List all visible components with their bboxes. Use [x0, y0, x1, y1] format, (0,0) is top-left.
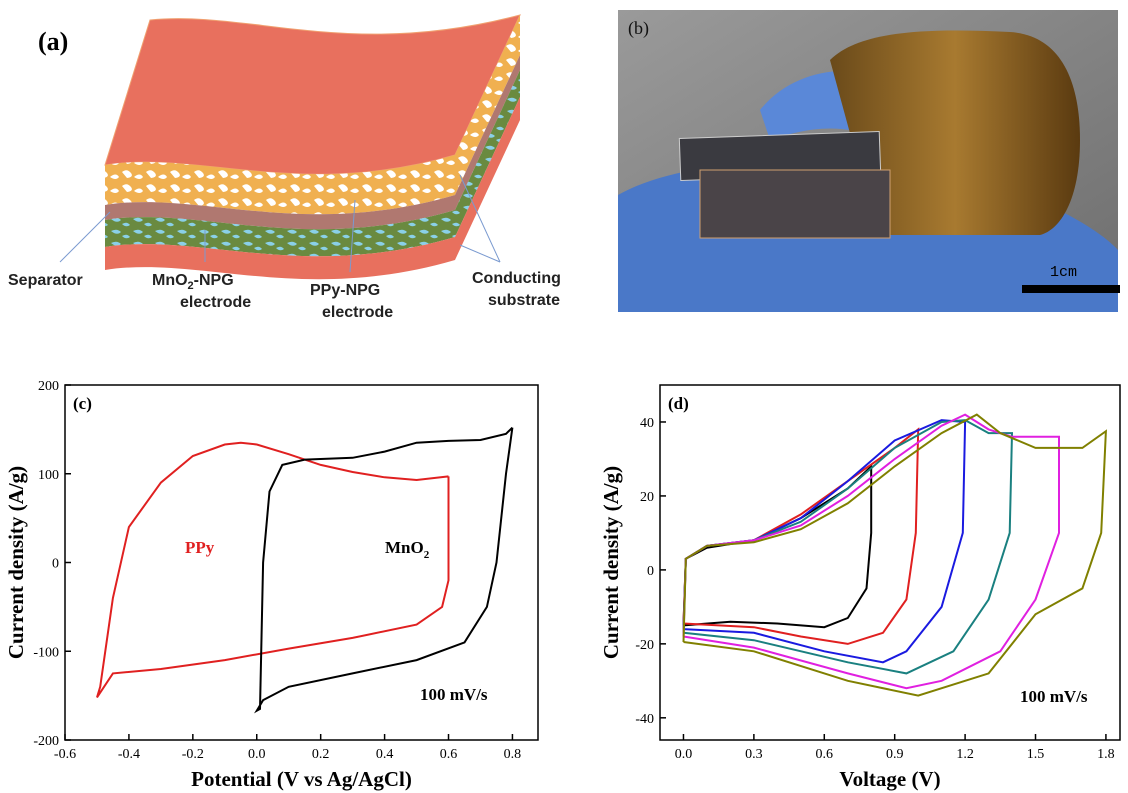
label-part: MnO	[152, 272, 188, 289]
label-ppy-line2: electrode	[322, 304, 393, 321]
x-tick-label: 0.6	[816, 747, 834, 762]
chart: 0.0 0.3 0.6 0.9 1.2 1.5 1.8 -40 -20 0 20 40 Voltage …	[599, 385, 1120, 791]
scale-label: 1cm	[1050, 264, 1077, 281]
cv-curve	[684, 466, 872, 627]
panel-label: (a)	[38, 27, 68, 56]
x-axis-label: Voltage (V)	[839, 767, 940, 791]
y-tick-label: -200	[33, 734, 59, 749]
x-tick-label: 0.4	[376, 747, 394, 762]
panel-label: (b)	[628, 18, 649, 39]
electrode-bottom	[700, 170, 890, 238]
annotation: 100 mV/s	[420, 685, 488, 704]
y-tick-label: -40	[635, 712, 654, 727]
label-part: -NPG	[194, 272, 234, 289]
label-separator: Separator	[8, 272, 83, 289]
y-tick-label: 40	[640, 416, 654, 431]
panel-label: (d)	[668, 394, 689, 413]
cv-curve	[684, 420, 1013, 673]
label-mno2-line2: electrode	[180, 294, 251, 311]
chart: -0.6 -0.4 -0.2 0.0 0.2 0.4 0.6 0.8 -200 -100 0 100 2…	[4, 379, 538, 791]
label-substrate: Conducting	[472, 270, 561, 287]
panel-b: 1cm (b)	[618, 10, 1120, 312]
annotation-part: MnO	[385, 538, 424, 557]
x-tick-label: 0.3	[745, 747, 763, 762]
x-axis-label: Potential (V vs Ag/AgCl)	[191, 767, 412, 791]
x-tick-label: 0.0	[675, 747, 693, 762]
x-tick-label: 0.8	[504, 747, 522, 762]
y-tick-label: 100	[38, 468, 59, 483]
x-tick-label: 0.0	[248, 747, 266, 762]
annotation: PPy	[185, 538, 215, 557]
x-tick-label: -0.2	[182, 747, 204, 762]
y-axis-label: Current density (A/g)	[599, 466, 623, 659]
cv-curve	[97, 443, 449, 698]
annotation: MnO2	[385, 538, 430, 561]
x-tick-label: 0.9	[886, 747, 904, 762]
x-tick-label: -0.4	[118, 747, 140, 762]
x-tick-label: 1.8	[1097, 747, 1115, 762]
label-mno2: MnO2-NPG	[152, 272, 234, 292]
annotation: 100 mV/s	[1020, 687, 1088, 706]
label-ppy: PPy-NPG	[310, 282, 380, 299]
y-tick-label: 0	[647, 564, 654, 579]
x-tick-label: 1.5	[1027, 747, 1045, 762]
x-tick-label: 0.6	[440, 747, 458, 762]
panel-a: (a) Separator MnO2-NPG electrode PPy-NPG…	[8, 15, 561, 321]
cv-curve	[257, 428, 513, 711]
figure: (a) Separator MnO2-NPG electrode PPy-NPG…	[0, 0, 1128, 793]
y-tick-label: 0	[52, 557, 59, 572]
x-tick-label: -0.6	[54, 747, 76, 762]
y-tick-label: -20	[635, 638, 654, 653]
cv-curve	[684, 415, 1106, 696]
x-tick-label: 1.2	[956, 747, 974, 762]
cv-curve	[684, 415, 1060, 689]
cv-curve	[684, 429, 919, 644]
x-tick-label: 0.2	[312, 747, 330, 762]
y-axis-label: Current density (A/g)	[4, 466, 28, 659]
panel-label: (c)	[73, 394, 92, 413]
y-tick-label: -100	[33, 645, 59, 660]
scale-bar	[1022, 285, 1120, 293]
label-substrate-line2: substrate	[488, 292, 560, 309]
annotation-subscript: 2	[424, 549, 430, 561]
y-tick-label: 200	[38, 379, 59, 394]
y-tick-label: 20	[640, 490, 654, 505]
